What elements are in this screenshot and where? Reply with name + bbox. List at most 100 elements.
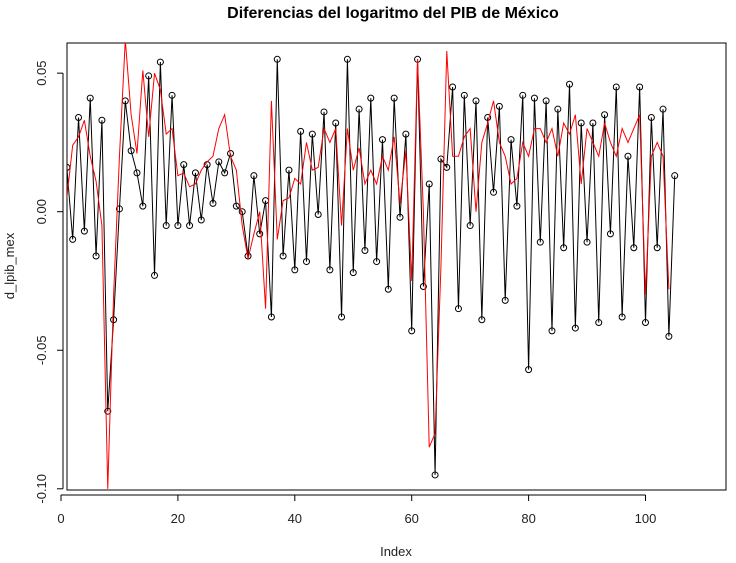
data-point <box>151 271 159 279</box>
data-point <box>519 91 527 99</box>
data-point <box>612 83 620 91</box>
data-point <box>659 105 667 113</box>
data-point <box>390 94 398 102</box>
data-point <box>326 266 334 274</box>
data-point <box>647 113 655 121</box>
data-point <box>536 238 544 246</box>
data-point <box>80 227 88 235</box>
x-tick-label: 0 <box>57 511 64 526</box>
x-tick-label: 60 <box>404 511 418 526</box>
data-point <box>168 91 176 99</box>
data-point <box>589 119 597 127</box>
x-tick-label: 40 <box>288 511 302 526</box>
data-point <box>174 222 182 230</box>
y-tick-label: 0.05 <box>34 60 49 85</box>
data-point <box>162 222 170 230</box>
series-line-red <box>67 43 670 489</box>
data-point <box>566 80 574 88</box>
plot-area <box>67 43 679 489</box>
data-point <box>297 127 305 135</box>
chart-title: Diferencias del logaritmo del PIB de Méx… <box>227 5 559 22</box>
data-point <box>133 169 141 177</box>
data-point <box>127 147 135 155</box>
data-point <box>197 216 205 224</box>
data-point <box>373 258 381 266</box>
data-point <box>384 285 392 293</box>
data-point <box>349 269 357 277</box>
data-point <box>577 119 585 127</box>
data-point <box>542 97 550 105</box>
data-point <box>110 316 118 324</box>
data-point <box>139 202 147 210</box>
data-point <box>332 119 340 127</box>
data-point <box>244 252 252 260</box>
data-point <box>279 252 287 260</box>
data-point <box>145 72 153 80</box>
data-point <box>606 230 614 238</box>
data-point <box>484 113 492 121</box>
data-point <box>75 113 83 121</box>
data-point <box>343 55 351 63</box>
data-point <box>115 205 123 213</box>
data-point <box>396 213 404 221</box>
y-tick-label: 0.00 <box>34 199 49 224</box>
x-axis: 0 20 40 60 80 100 <box>57 494 657 526</box>
data-point <box>642 319 649 327</box>
data-point <box>419 283 427 291</box>
data-point <box>273 55 281 63</box>
data-point <box>571 324 579 332</box>
data-point <box>186 222 194 230</box>
data-point <box>156 58 164 66</box>
data-point <box>618 313 626 321</box>
data-point <box>560 244 568 252</box>
y-axis: -0.10 -0.05 0.00 0.05 <box>34 60 64 504</box>
data-point <box>449 83 457 91</box>
y-tick-label: -0.10 <box>34 474 49 504</box>
data-point <box>548 327 556 335</box>
data-point <box>530 94 538 102</box>
data-point <box>671 172 679 180</box>
data-point <box>513 202 521 210</box>
data-point <box>630 244 638 252</box>
data-point <box>478 316 486 324</box>
data-point <box>314 210 322 218</box>
data-point <box>525 366 533 374</box>
data-point <box>215 158 223 166</box>
data-point <box>460 91 468 99</box>
data-point <box>601 111 609 119</box>
data-point <box>86 94 94 102</box>
data-point <box>408 327 416 335</box>
data-point <box>665 332 673 340</box>
data-point <box>232 202 240 210</box>
x-axis-label: Index <box>380 544 412 559</box>
data-point <box>425 180 433 188</box>
data-point <box>267 313 275 321</box>
data-point <box>507 136 515 144</box>
data-point <box>402 130 410 138</box>
data-point <box>209 199 217 207</box>
data-point <box>466 222 474 230</box>
data-point <box>191 169 199 177</box>
data-point <box>308 130 316 138</box>
data-point <box>472 97 480 105</box>
x-tick-label: 20 <box>171 511 185 526</box>
x-tick-label: 80 <box>521 511 535 526</box>
series-line-black <box>67 59 676 475</box>
y-tick-label: -0.05 <box>34 335 49 365</box>
data-point <box>454 305 462 313</box>
y-axis-label: d_lpib_mex <box>2 232 17 299</box>
data-point <box>338 313 346 321</box>
data-point <box>355 105 363 113</box>
data-point <box>302 258 310 266</box>
data-point <box>636 83 644 91</box>
data-point <box>495 102 503 110</box>
data-point <box>250 172 258 180</box>
data-point <box>595 319 603 327</box>
data-point <box>361 246 369 254</box>
data-point <box>653 244 661 252</box>
x-tick-label: 100 <box>635 511 657 526</box>
data-point <box>431 471 439 479</box>
data-point <box>92 252 100 260</box>
data-point <box>367 94 375 102</box>
data-point <box>98 116 106 124</box>
